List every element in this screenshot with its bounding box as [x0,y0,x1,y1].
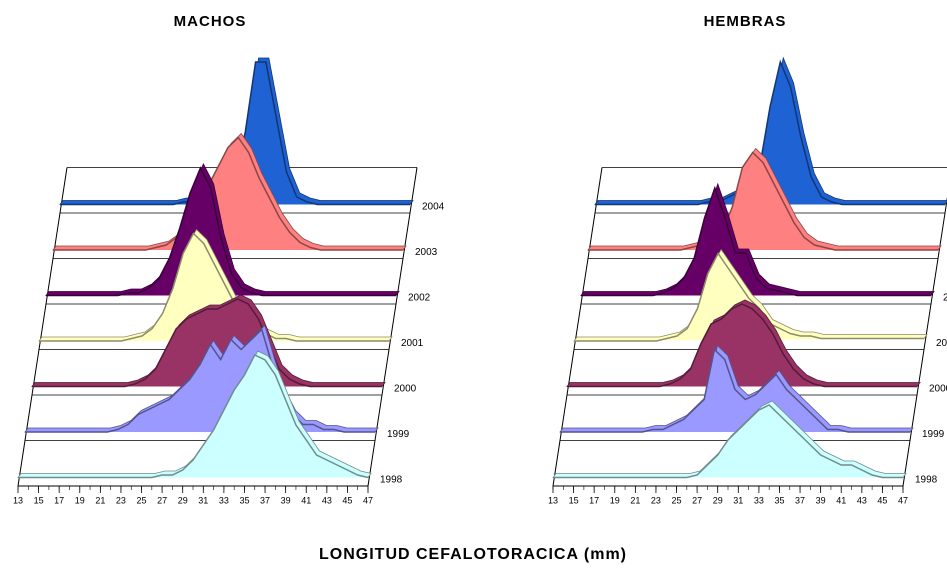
series-label: 2003 [415,247,438,258]
x-tick-label: 33 [219,495,229,505]
x-tick-label: 29 [178,495,188,505]
series-area [553,404,903,479]
x-tick-label: 21 [630,495,640,505]
x-tick-label: 43 [857,495,867,505]
x-tick-label: 31 [733,495,743,505]
x-tick-label: 13 [13,495,23,505]
series-area [32,298,382,388]
x-tick-label: 31 [198,495,208,505]
x-tick-label: 47 [898,495,908,505]
x-tick-label: 19 [75,495,85,505]
x-tick-label: 25 [672,495,682,505]
x-tick-label: 41 [836,495,846,505]
x-tick-label: 29 [713,495,723,505]
x-tick-label: 17 [589,495,599,505]
depth-axis [17,167,68,487]
x-tick-label: 45 [342,495,352,505]
series-label: 2002 [943,293,947,304]
x-tick-label: 37 [260,495,270,505]
series-label: 1999 [922,429,945,440]
x-tick-label: 15 [569,495,579,505]
x-tick-label: 23 [116,495,126,505]
series-area [18,354,369,479]
series-label: 1999 [387,429,410,440]
x-tick-label: 27 [157,495,167,505]
x-tick-label: 23 [651,495,661,505]
series-area [39,232,389,342]
panel-title: HEMBRAS [704,13,787,30]
x-tick-label: 39 [281,495,291,505]
x-tick-label: 19 [610,495,620,505]
x-tick-label: 35 [239,495,249,505]
series-label: 2004 [422,202,445,213]
series-label: 1998 [915,475,938,486]
x-tick-label: 25 [137,495,147,505]
series-area [581,185,931,297]
x-tick-label: 45 [877,495,887,505]
x-tick-label: 15 [34,495,44,505]
series-label: 2001 [936,338,947,349]
x-tick-label: 37 [795,495,805,505]
series-label: 2000 [394,384,417,395]
x-tick-label: 43 [322,495,332,505]
x-tick-label: 35 [774,495,784,505]
x-tick-label: 41 [301,495,311,505]
series-label: 2002 [408,293,431,304]
right-wall [367,167,418,487]
panel-title: MACHOS [174,13,247,30]
right-wall [902,196,947,487]
x-tick-label: 27 [692,495,702,505]
x-tick-label: 17 [54,495,64,505]
series-label: 2001 [401,338,424,349]
x-tick-label: 33 [754,495,764,505]
x-tick-label: 39 [816,495,826,505]
series-area [595,59,945,206]
x-tick-label: 21 [95,495,105,505]
series-area [53,136,403,251]
series-area [588,151,938,251]
series-label: 2000 [929,384,947,395]
series-label: 1998 [380,475,403,486]
series-area [567,303,917,388]
depth-axis [552,167,603,487]
x-tick-label: 13 [548,495,558,505]
x-tick-label: 47 [363,495,373,505]
series-area [560,348,910,433]
x-axis-title: LONGITUD CEFALOTORACICA (mm) [319,546,627,563]
